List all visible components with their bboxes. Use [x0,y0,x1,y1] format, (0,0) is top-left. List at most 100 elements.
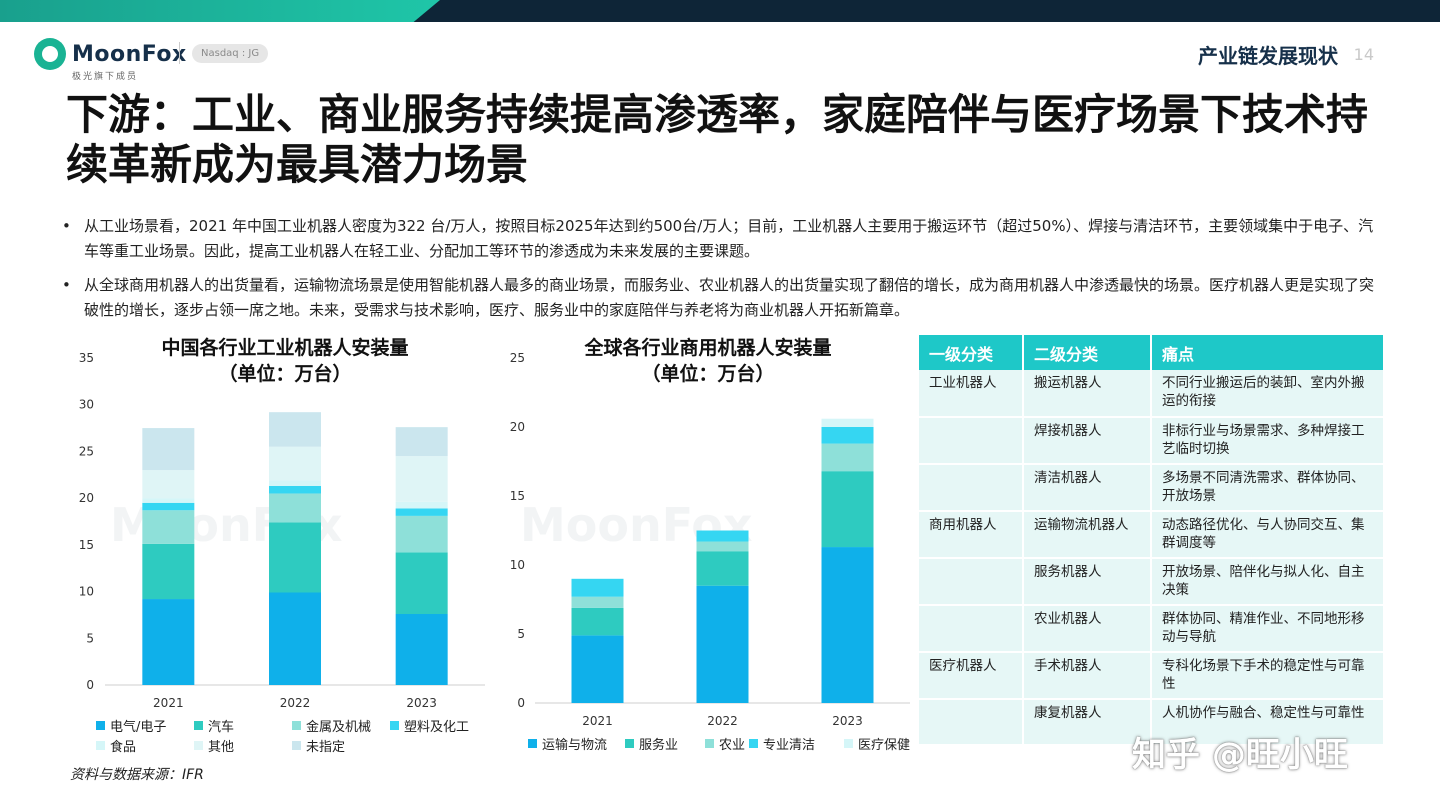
legend-swatch [528,739,537,748]
bar-segment [571,607,624,636]
chart1-plot: 0 5 10 15 20 25 30 35 2021 2022 2023 [79,351,485,710]
x-tick-label: 2021 [153,696,184,710]
legend-item: 医疗保健 [844,734,910,753]
y-tick-label: 30 [79,398,94,412]
level2-cell: 手术机器人 [1023,652,1152,700]
level1-cell: 工业机器人 [919,370,1024,418]
header-pain-point: 痛点 [1151,335,1385,370]
bar-segment [142,502,195,511]
level1-cell: 商用机器人 [919,511,1024,559]
bar-segment [696,541,749,552]
level2-cell: 康复机器人 [1023,699,1152,746]
legend-label: 医疗保健 [858,738,911,753]
y-tick-label: 35 [79,351,94,365]
bar-segment [696,551,749,586]
credit-watermark: 知乎 @旺小旺 [1132,735,1348,775]
legend-item: 专业清洁 [749,734,815,753]
bullet-item: 从全球商用机器人的出货量看，运输物流场景是使用智能机器人最多的商业场景，而服务业… [62,273,1382,323]
x-tick-label: 2022 [707,714,738,728]
bar-segment [696,530,749,542]
legend-label: 电气/电子 [110,720,167,735]
table-row: 康复机器人 人机协作与融合、稳定性与可靠性 [919,699,1385,746]
y-tick-label: 20 [510,420,525,434]
legend-item: 电气/电子 [96,716,166,735]
section-title: 产业链发展现状 [1198,44,1338,68]
bar-segment [142,599,195,685]
moonfox-logo-icon [34,38,66,70]
bar-segment [696,585,749,703]
chart2-title-text: 全球各行业商用机器人安装量 [584,337,832,359]
bar-segment [142,510,195,544]
bar-segment [395,552,448,614]
y-tick-label: 5 [86,631,94,645]
bullet-item: 从工业场景看，2021 年中国工业机器人密度为322 台/万人，按照目标2025… [62,214,1382,264]
table-row: 清洁机器人 多场景不同清洗需求、群体协同、开放场景 [919,464,1385,512]
y-tick-label: 0 [86,678,94,692]
legend-swatch [96,721,105,730]
level1-cell [919,699,1024,746]
bar-segment [142,470,195,499]
pain-cell: 多场景不同清洗需求、群体协同、开放场景 [1151,464,1385,512]
chart2-plot: 0 5 10 15 20 25 2021 2022 2023 [510,351,910,728]
legend-swatch [749,739,758,748]
legend-item: 服务业 [625,734,678,753]
bar-segment [571,635,624,703]
bar-segment [821,471,874,548]
table-row: 焊接机器人 非标行业与场景需求、多种焊接工艺临时切换 [919,417,1385,465]
table-row: 服务机器人 开放场景、陪伴化与拟人化、自主决策 [919,558,1385,606]
bar-segment [269,485,321,494]
x-tick-label: 2023 [832,714,863,728]
bar-segment [395,427,448,457]
bar-segment [395,501,448,509]
legend-swatch [292,741,301,750]
bar-segment [269,522,321,593]
chart1-title: 中国各行业工业机器人安装量 （单位：万台） [120,335,450,387]
legend-item: 农业 [705,734,745,753]
level1-cell [919,464,1024,512]
header-level1: 一级分类 [919,335,1024,370]
legend-item: 食品 [96,736,136,755]
legend-label: 塑料及化工 [404,720,470,735]
y-tick-label: 25 [510,351,525,365]
header-level2: 二级分类 [1023,335,1152,370]
y-tick-label: 0 [517,696,525,710]
bar-segment [395,515,448,553]
legend-swatch [292,721,301,730]
bar-segment [821,418,874,427]
pain-cell: 专科化场景下手术的稳定性与可靠性 [1151,652,1385,700]
legend-label: 金属及机械 [306,720,372,735]
chart1-title-text: 中国各行业工业机器人安装量 [161,337,409,359]
pain-cell: 动态路径优化、与人协同交互、集群调度等 [1151,511,1385,559]
legend-label: 专业清洁 [763,738,816,753]
legend-label: 食品 [110,740,137,755]
bar-segment [571,578,624,597]
chart1-subtitle: （单位：万台） [218,363,352,385]
pain-cell: 非标行业与场景需求、多种焊接工艺临时切换 [1151,417,1385,465]
data-source: 资料与数据来源：IFR [70,767,204,783]
bar-segment [395,508,448,516]
bar-segment [395,456,448,502]
bar-segment [142,498,195,503]
level1-cell [919,558,1024,606]
chart1-legend: 电气/电子 汽车 金属及机械 塑料及化工食品 其他 未指定 [96,716,496,756]
table-row: 农业机器人 群体协同、精准作业、不同地形移动与导航 [919,605,1385,653]
legend-item: 塑料及化工 [390,716,469,735]
bar-segment [269,493,321,523]
bar-segment [821,427,874,444]
page-title: 下游：工业、商业服务持续提高渗透率，家庭陪伴与医疗场景下技术持续革新成为最具潜力… [66,90,1369,189]
table-row: 医疗机器人 手术机器人 专科化场景下手术的稳定性与可靠性 [919,652,1385,700]
legend-label: 未指定 [306,740,346,755]
bar-segment [269,592,321,685]
level2-cell: 农业机器人 [1023,605,1152,653]
table-header-row: 一级分类 二级分类 痛点 [919,335,1385,370]
ticker-badge: Nasdaq : JG [192,44,269,63]
level1-cell: 医疗机器人 [919,652,1024,700]
bar-segment [142,428,195,471]
legend-swatch [96,741,105,750]
legend-label: 其他 [208,740,235,755]
bullet-list: 从工业场景看，2021 年中国工业机器人密度为322 台/万人，按照目标2025… [62,214,1382,332]
brand-name: MoonFox [72,41,187,67]
legend-item: 汽车 [194,716,234,735]
level2-cell: 运输物流机器人 [1023,511,1152,559]
y-tick-label: 20 [79,491,94,505]
